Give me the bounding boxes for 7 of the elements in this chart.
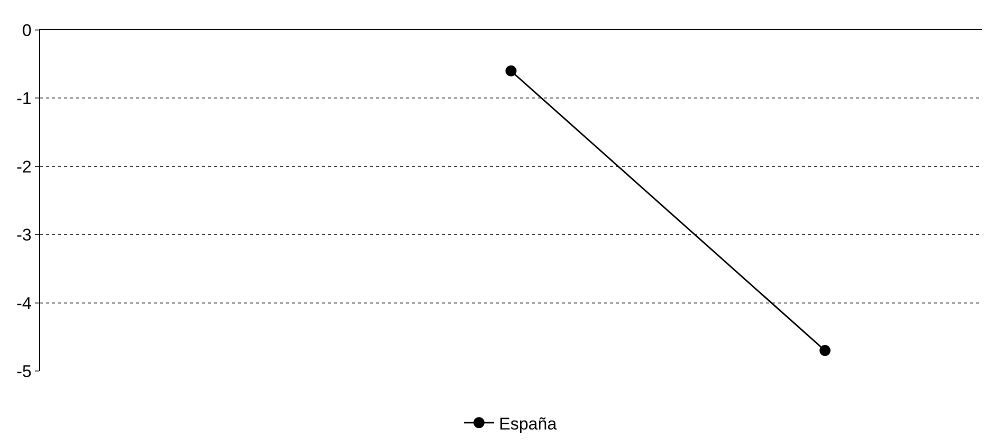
y-tick-label: -5 <box>16 362 32 381</box>
y-tick-label: -1 <box>16 89 32 108</box>
y-tick-label: 0 <box>22 20 32 40</box>
y-tick-label: -3 <box>16 226 32 245</box>
y-tick-label: -4 <box>16 294 32 313</box>
legend-label: España <box>499 414 558 434</box>
y-tick-label: -2 <box>16 157 32 176</box>
